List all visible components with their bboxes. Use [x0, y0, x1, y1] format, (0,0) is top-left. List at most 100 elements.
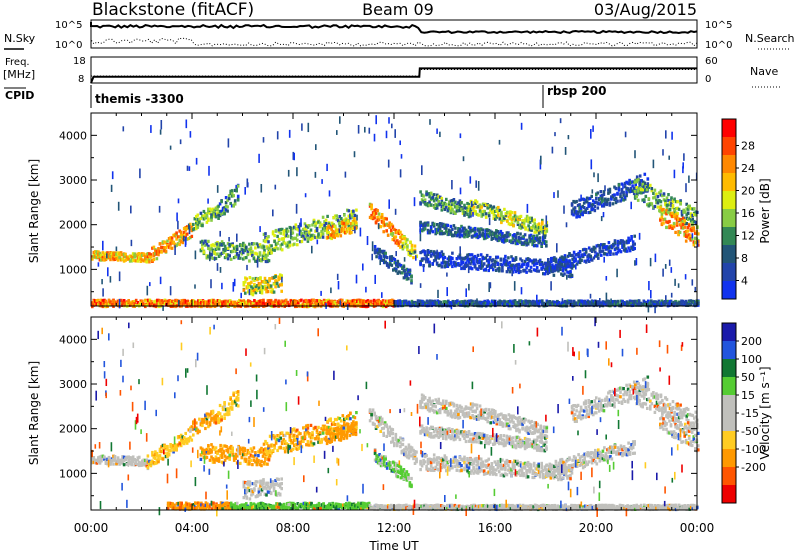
heatmap-cell — [460, 259, 463, 263]
heatmap-cell — [619, 192, 622, 196]
heatmap-cell — [526, 242, 530, 246]
heatmap-cell — [451, 233, 454, 237]
heatmap-cell — [641, 182, 644, 186]
heatmap-cell — [199, 249, 203, 253]
heatmap-cell — [686, 204, 690, 208]
heatmap-cell — [524, 227, 527, 231]
heatmap-cell — [368, 215, 372, 219]
heatmap-cell — [458, 227, 462, 231]
heatmap-cell — [428, 192, 431, 196]
heatmap-cell — [580, 258, 583, 262]
heatmap-cell — [226, 253, 230, 257]
heatmap-cell — [280, 283, 283, 287]
heatmap-cell — [432, 199, 436, 203]
heatmap-cell — [691, 233, 694, 239]
heatmap-cell — [350, 302, 353, 306]
heatmap-cell — [663, 302, 667, 306]
heatmap-cell — [226, 246, 230, 250]
heatmap-cell — [253, 278, 256, 283]
heatmap-cell — [662, 221, 665, 225]
heatmap-cell — [692, 301, 696, 305]
heatmap-cell — [615, 246, 618, 250]
heatmap-cell — [190, 225, 194, 229]
heatmap-cell — [628, 190, 631, 194]
heatmap-cell — [151, 259, 154, 263]
heatmap-cell — [617, 186, 621, 190]
heatmap-cell — [434, 197, 437, 201]
heatmap-cell — [210, 247, 213, 251]
heatmap-cell — [692, 243, 696, 247]
heatmap-cell — [602, 204, 606, 208]
freq-frame — [90, 56, 698, 84]
heatmap-cell — [389, 258, 392, 262]
heatmap-cell — [590, 301, 594, 305]
heatmap-cell — [275, 300, 279, 305]
heatmap-cell — [545, 303, 549, 307]
heatmap-cell — [587, 300, 591, 304]
heatmap-cell — [463, 235, 466, 239]
heatmap-cell — [423, 253, 427, 257]
heatmap-cell — [548, 261, 552, 265]
heatmap-cell — [228, 299, 232, 303]
heatmap-cell — [686, 235, 689, 239]
heatmap-cell — [506, 300, 509, 304]
heatmap-cell — [448, 232, 451, 236]
heatmap-cell — [222, 302, 226, 306]
heatmap-cell — [189, 236, 192, 240]
heatmap-cell — [670, 201, 673, 206]
heatmap-cell — [492, 205, 496, 209]
heatmap-cell — [532, 263, 536, 267]
heatmap-cell — [306, 225, 310, 229]
heatmap-cell — [642, 299, 646, 303]
heatmap-cell — [484, 212, 488, 216]
heatmap-cell — [446, 287, 448, 297]
heatmap-cell — [662, 198, 666, 202]
heatmap-cell — [502, 257, 506, 261]
heatmap-cell — [240, 292, 242, 299]
heatmap-cell — [451, 199, 454, 203]
heatmap-cell — [251, 253, 254, 258]
heatmap-cell — [501, 234, 504, 238]
heatmap-cell — [407, 302, 411, 306]
heatmap-cell — [274, 245, 278, 249]
heatmap-cell — [376, 215, 379, 219]
heatmap-cell — [278, 283, 282, 287]
heatmap-cell — [422, 194, 425, 198]
heatmap-cell — [178, 300, 180, 307]
heatmap-cell — [401, 235, 405, 239]
heatmap-cell — [631, 184, 634, 188]
heatmap-cell — [689, 299, 692, 303]
heatmap-cell — [176, 242, 180, 246]
heatmap-cell — [443, 207, 447, 211]
heatmap-cell — [437, 264, 440, 268]
heatmap-cell — [399, 169, 402, 178]
heatmap-cell — [560, 264, 563, 268]
nave-tick-bottom: 0 — [705, 74, 711, 85]
heatmap-cell — [426, 223, 430, 227]
heatmap-cell — [309, 299, 312, 303]
heatmap-cell — [386, 299, 389, 303]
heatmap-cell — [419, 223, 422, 227]
heatmap-cell — [665, 196, 669, 200]
heatmap-cell — [426, 204, 430, 208]
heatmap-cell — [364, 126, 366, 133]
heatmap-cell — [600, 253, 603, 257]
heatmap-cell — [389, 301, 393, 305]
heatmap-cell — [694, 213, 698, 217]
heatmap-cell — [420, 229, 424, 233]
heatmap-cell — [221, 211, 225, 215]
heatmap-cell — [256, 301, 259, 306]
heatmap-cell — [280, 303, 283, 307]
heatmap-cell — [475, 205, 479, 209]
heatmap-cell — [217, 254, 221, 258]
heatmap-cell — [116, 256, 120, 260]
heatmap-cell — [452, 203, 456, 207]
heatmap-cell — [210, 252, 213, 257]
heatmap-cell — [310, 298, 314, 302]
heatmap-cell — [397, 241, 401, 245]
heatmap-cell — [395, 251, 397, 257]
heatmap-cell — [682, 162, 684, 169]
heatmap-cell — [348, 299, 352, 304]
heatmap-cell — [285, 234, 288, 238]
heatmap-cell — [487, 258, 490, 262]
